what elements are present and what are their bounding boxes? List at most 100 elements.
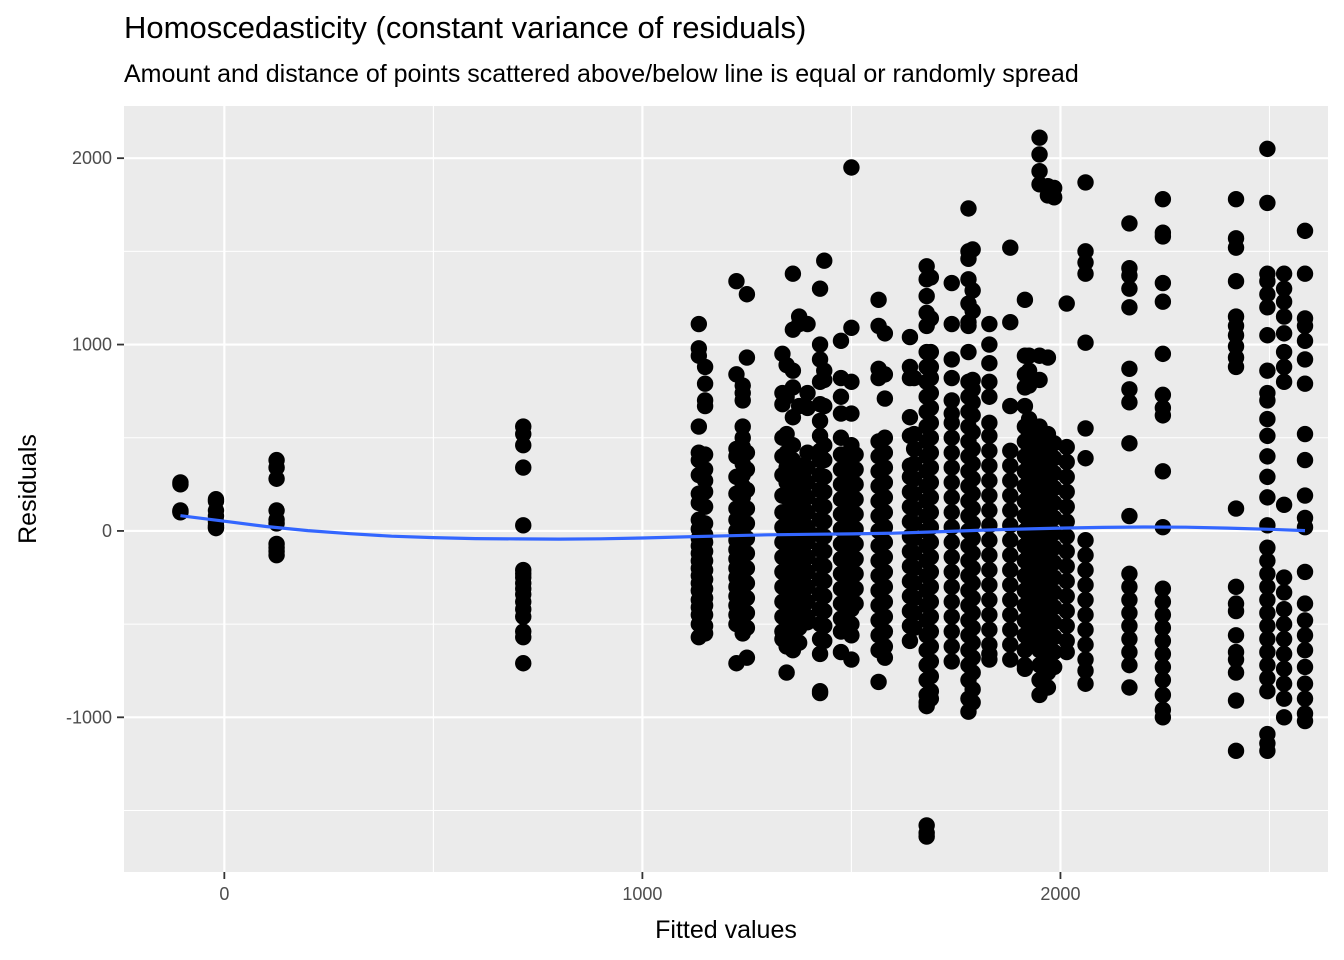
data-point [1058, 483, 1075, 500]
data-point [918, 287, 935, 305]
data-point [1275, 280, 1293, 297]
x-tick-label: 1000 [622, 884, 662, 904]
data-point [981, 336, 998, 353]
data-point [943, 369, 960, 387]
data-point [1045, 450, 1063, 467]
data-point [832, 388, 850, 405]
data-point [1002, 397, 1019, 415]
data-point [1002, 606, 1019, 624]
x-axis-title: Fitted values [655, 916, 797, 944]
data-point [1259, 683, 1276, 700]
data-point [1259, 643, 1276, 661]
data-point [964, 455, 981, 473]
data-point [922, 533, 940, 551]
data-point [905, 369, 923, 387]
data-point [816, 498, 833, 515]
data-point [1002, 457, 1019, 474]
data-point [738, 574, 756, 592]
data-point [811, 684, 829, 702]
data-point [1058, 468, 1075, 486]
data-point [1259, 362, 1276, 379]
data-point [876, 504, 894, 521]
data-point [1275, 293, 1293, 310]
data-point [784, 437, 802, 454]
data-point [905, 574, 923, 592]
data-point [784, 362, 802, 379]
data-point [1296, 675, 1314, 692]
data-point [960, 317, 977, 335]
data-point [943, 548, 960, 566]
data-point [1002, 239, 1019, 256]
data-point [964, 241, 981, 258]
data-point [1259, 140, 1276, 158]
data-point [1121, 507, 1138, 525]
data-point [1045, 189, 1063, 206]
data-point [816, 573, 833, 590]
data-point [1154, 709, 1172, 726]
data-point [1259, 565, 1276, 583]
data-point [1275, 660, 1293, 678]
data-point [964, 634, 981, 651]
data-point [981, 427, 998, 445]
data-point [1259, 410, 1276, 428]
data-point [943, 351, 960, 368]
data-point [1154, 606, 1172, 624]
data-point [964, 681, 981, 698]
data-point [1058, 528, 1075, 545]
data-point [1002, 472, 1019, 489]
data-point [738, 349, 756, 366]
data-point [1227, 664, 1245, 681]
data-point [876, 429, 894, 446]
data-point [1121, 267, 1138, 284]
data-point [1077, 174, 1094, 191]
data-point [964, 282, 981, 299]
data-point [1296, 332, 1314, 350]
data-point [964, 394, 981, 411]
data-point [847, 550, 864, 568]
data-point [847, 580, 864, 597]
data-point [738, 500, 756, 517]
data-point [816, 437, 833, 454]
data-point [943, 563, 960, 581]
data-point [981, 606, 998, 624]
data-point [1045, 569, 1063, 586]
data-point [1077, 532, 1094, 549]
data-point [738, 649, 756, 666]
data-point [1045, 509, 1063, 527]
data-point [1039, 349, 1057, 366]
data-point [1031, 129, 1048, 146]
data-point [515, 655, 532, 672]
data-point [905, 425, 923, 443]
data-point [1121, 617, 1138, 635]
data-point [843, 373, 860, 391]
data-point [943, 474, 960, 491]
data-point [964, 407, 981, 424]
data-point [1154, 274, 1172, 292]
data-point [1058, 602, 1075, 620]
data-point [738, 604, 756, 622]
data-point [964, 664, 981, 681]
data-point [1227, 627, 1245, 644]
data-point [1259, 448, 1276, 465]
data-point [1275, 343, 1293, 361]
data-point [1275, 645, 1293, 663]
data-point [876, 563, 894, 581]
data-point [964, 649, 981, 666]
data-point [696, 397, 714, 415]
data-point [1227, 692, 1245, 709]
data-point [1275, 690, 1293, 707]
data-point [515, 459, 532, 476]
data-point [905, 485, 923, 502]
data-point [1259, 272, 1276, 290]
data-point [981, 591, 998, 609]
data-point [1045, 554, 1063, 571]
data-point [943, 608, 960, 625]
data-point [981, 621, 998, 638]
data-point [1296, 595, 1314, 612]
data-point [876, 649, 894, 666]
data-point [1154, 632, 1172, 650]
data-point [847, 491, 864, 508]
data-point [1275, 496, 1293, 514]
data-point [964, 619, 981, 637]
data-point [1077, 450, 1094, 467]
